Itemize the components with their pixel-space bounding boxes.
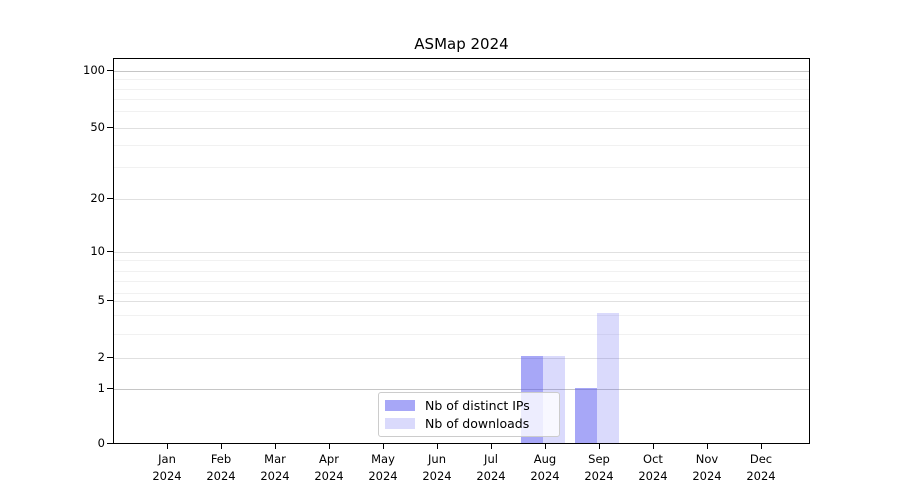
xtick-mark [491,444,493,449]
gridline-8 [114,271,809,272]
xtick-mark [653,444,655,449]
gridline-60 [114,111,809,112]
xtick-mark [761,444,763,449]
gridline-40 [114,145,809,146]
legend-label: Nb of downloads [425,416,530,432]
gridline-90 [114,79,809,80]
xtick-label-feb: Feb 2024 [206,452,236,484]
gridline-10 [114,252,809,253]
ytick-label-0: 0 [97,436,105,450]
xtick-mark [437,444,439,449]
xtick-label-apr: Apr 2024 [314,452,344,484]
xtick-label-sep: Sep 2024 [584,452,614,484]
xtick-mark [167,444,169,449]
gridline-30 [114,167,809,168]
gridline-80 [114,89,809,90]
xtick-mark [275,444,277,449]
gridline-4 [114,315,809,316]
gridline-7 [114,281,809,282]
legend-item-distinct-ips: Nb of distinct IPs [379,397,559,413]
gridline-1 [114,389,809,390]
bar-sep-distinct-ips [575,388,597,443]
gridline-9 [114,260,809,261]
plot-area [113,58,810,444]
gridline-70 [114,99,809,100]
xtick-mark [545,444,547,449]
legend-label: Nb of distinct IPs [425,397,530,413]
xtick-mark [707,444,709,449]
xtick-label-may: May 2024 [368,452,398,484]
ytick-mark [107,357,113,359]
ytick-mark [107,251,113,253]
legend-item-downloads: Nb of downloads [379,416,559,432]
legend-swatch-downloads [385,418,415,430]
ytick-mark [107,443,113,445]
gridline-100 [114,71,809,72]
gridline-5 [114,301,809,302]
chart-title: ASMap 2024 [414,35,509,53]
xtick-label-nov: Nov 2024 [692,452,722,484]
gridline-20 [114,199,809,200]
gridline-50 [114,128,809,129]
xtick-label-jun: Jun 2024 [422,452,452,484]
ytick-mark [107,300,113,302]
xtick-mark [599,444,601,449]
ytick-label-5: 5 [97,293,105,307]
ytick-label-100: 100 [83,63,105,77]
bar-sep-downloads [597,313,619,443]
ytick-label-1: 1 [97,381,105,395]
gridline-3 [114,334,809,335]
ytick-label-2: 2 [97,350,105,364]
legend: Nb of distinct IPs Nb of downloads [378,392,560,437]
xtick-mark [383,444,385,449]
ytick-mark [107,198,113,200]
xtick-mark [329,444,331,449]
ytick-mark [107,388,113,390]
xtick-label-mar: Mar 2024 [260,452,290,484]
xtick-label-oct: Oct 2024 [638,452,668,484]
xtick-label-jul: Jul 2024 [476,452,506,484]
legend-swatch-distinct-ips [385,399,415,411]
ytick-label-10: 10 [90,244,105,258]
ytick-mark [107,127,113,129]
xtick-label-aug: Aug 2024 [530,452,560,484]
ytick-label-20: 20 [90,191,105,205]
xtick-mark [221,444,223,449]
ytick-mark [107,70,113,72]
xtick-label-dec: Dec 2024 [746,452,776,484]
ytick-label-50: 50 [90,120,105,134]
xtick-label-jan: Jan 2024 [152,452,182,484]
gridline-6 [114,293,809,294]
gridline-2 [114,358,809,359]
